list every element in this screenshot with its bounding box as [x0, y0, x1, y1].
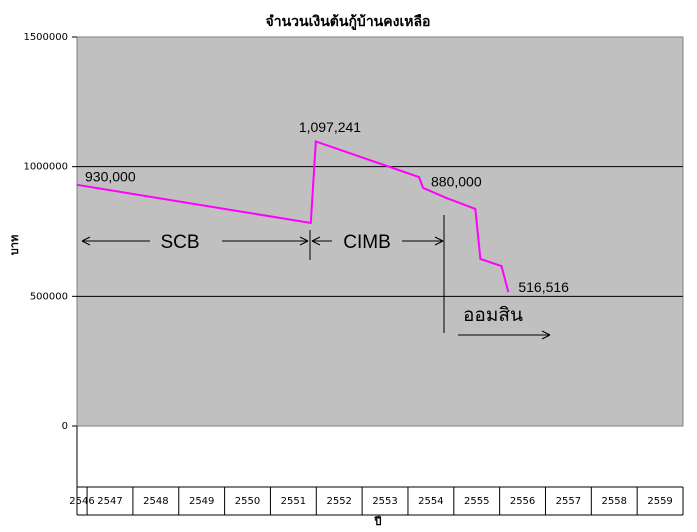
x-tick-label: 2548 — [143, 496, 168, 507]
x-tick-label: 2546 — [69, 496, 94, 507]
annotation: ออมสิน — [463, 305, 523, 326]
x-tick-label: 2552 — [326, 496, 351, 507]
x-tick-label: 2547 — [97, 496, 122, 507]
y-tick-label: 1500000 — [23, 32, 68, 43]
annotation-arrows — [81, 215, 551, 340]
data-label: 880,000 — [431, 173, 482, 189]
x-tick-label: 2551 — [281, 496, 306, 507]
data-label: 1,097,241 — [299, 119, 361, 135]
chart-title: จำนวนเงินต้นกู้บ้านคงเหลือ — [266, 14, 431, 30]
x-tick-label: 2549 — [189, 496, 214, 507]
y-tick-label: 0 — [62, 421, 68, 432]
data-label: 516,516 — [518, 279, 569, 295]
plot-area — [76, 36, 684, 427]
x-tick-label: 2550 — [235, 496, 260, 507]
data-label: 930,000 — [85, 169, 136, 185]
x-tick-label: 2553 — [372, 496, 397, 507]
line — [76, 140, 510, 293]
x-axis-title: ปี — [373, 515, 381, 528]
x-tick-label: 2555 — [464, 496, 489, 507]
x-tick-label: 2558 — [602, 496, 627, 507]
x-tick-label: 2559 — [647, 496, 672, 507]
y-axis-title: บาท — [8, 235, 21, 255]
annotation: SCB — [160, 232, 199, 253]
y-tick-label: 1000000 — [23, 162, 68, 173]
x-tick-label: 2556 — [510, 496, 535, 507]
annotation: CIMB — [343, 232, 391, 253]
y-tick-label: 500000 — [30, 291, 68, 302]
x-tick-label: 2554 — [418, 496, 443, 507]
x-tick-label: 2557 — [556, 496, 581, 507]
